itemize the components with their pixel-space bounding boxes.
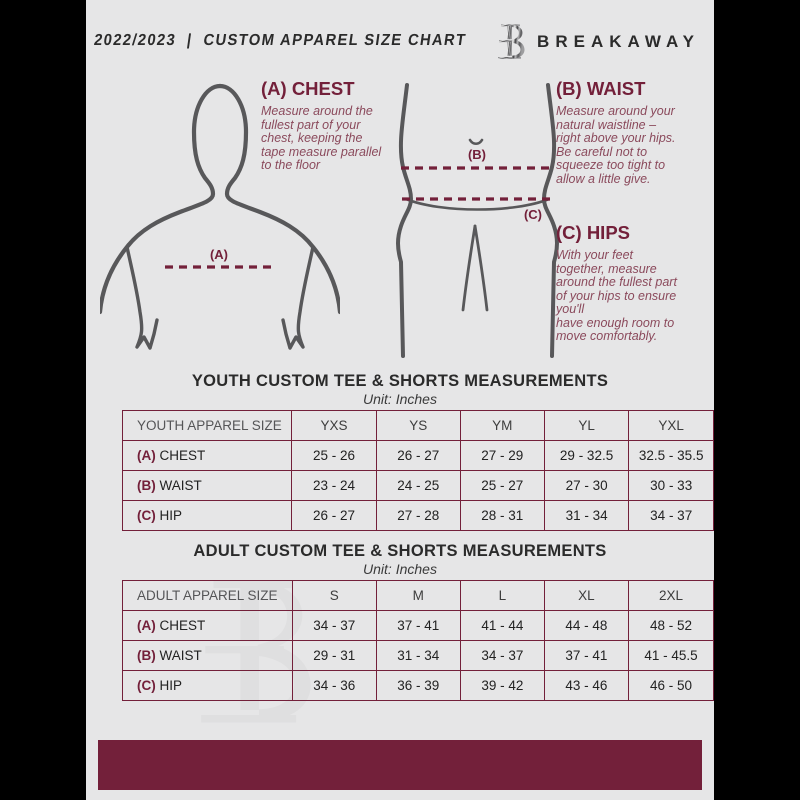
svg-text:(B): (B) [468,147,486,162]
svg-text:(A): (A) [210,247,228,262]
svg-text:(C): (C) [524,207,542,222]
